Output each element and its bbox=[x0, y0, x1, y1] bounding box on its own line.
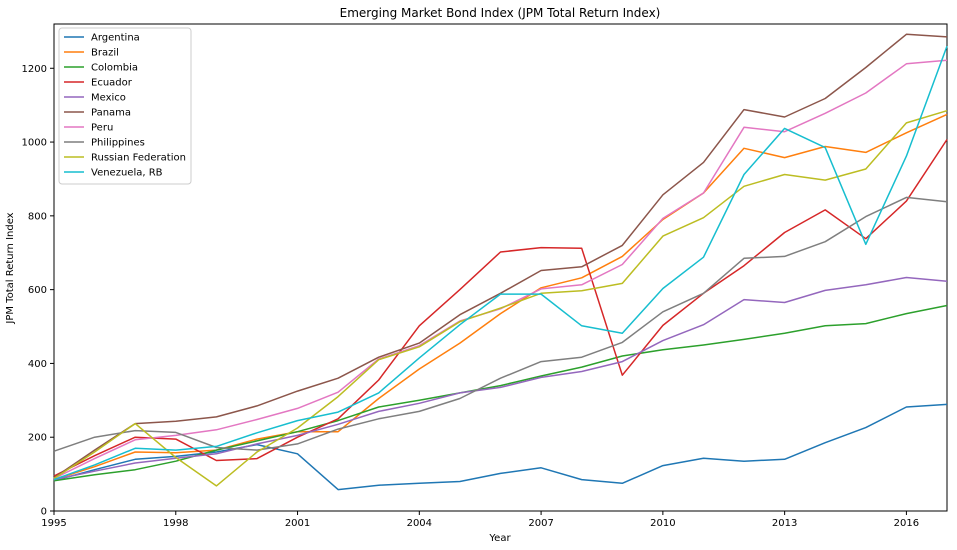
legend-label: Panama bbox=[91, 108, 131, 119]
y-tick-label: 600 bbox=[28, 285, 47, 296]
x-tick-label: 2001 bbox=[285, 518, 310, 529]
y-tick-label: 400 bbox=[28, 359, 47, 370]
y-tick-label: 200 bbox=[28, 433, 47, 444]
x-tick-label: 1998 bbox=[163, 518, 188, 529]
y-tick-label: 1000 bbox=[22, 138, 47, 149]
x-tick-label: 1995 bbox=[41, 518, 66, 529]
legend-label: Argentina bbox=[91, 33, 140, 44]
series-lines bbox=[53, 33, 948, 491]
x-tick-label: 2016 bbox=[894, 518, 919, 529]
legend-label: Ecuador bbox=[91, 78, 133, 89]
chart-title: Emerging Market Bond Index (JPM Total Re… bbox=[340, 6, 661, 20]
legend-label: Mexico bbox=[91, 93, 126, 104]
series-line-9 bbox=[53, 109, 948, 487]
x-tick-label: 2013 bbox=[772, 518, 797, 529]
x-tick-label: 2007 bbox=[528, 518, 553, 529]
y-axis-label: JPM Total Return Index bbox=[5, 212, 16, 324]
series-line-4 bbox=[53, 139, 948, 477]
x-tick-label: 2010 bbox=[650, 518, 675, 529]
series-line-1 bbox=[53, 403, 948, 491]
y-tick-label: 800 bbox=[28, 211, 47, 222]
series-line-2 bbox=[53, 113, 948, 481]
legend-label: Colombia bbox=[91, 63, 138, 74]
y-tick-label: 0 bbox=[41, 507, 47, 518]
x-tick-label: 2004 bbox=[407, 518, 432, 529]
series-line-8 bbox=[53, 196, 948, 452]
legend-label: Brazil bbox=[91, 48, 119, 59]
series-line-5 bbox=[53, 276, 948, 481]
legend: Argentina Brazil Colombia Ecuador Mexico Pana… bbox=[58, 27, 192, 185]
legend-label: Philippines bbox=[91, 138, 145, 149]
y-axis-ticks: 0 200 400 600 800 1000 1200 bbox=[22, 64, 54, 518]
y-tick-label: 1200 bbox=[22, 64, 47, 75]
legend-label: Peru bbox=[91, 123, 113, 134]
plot-area-frame bbox=[53, 23, 948, 512]
legend-box bbox=[58, 27, 192, 185]
series-line-10 bbox=[53, 45, 948, 481]
legend-label: Venezuela, RB bbox=[91, 168, 163, 179]
x-axis-label: Year bbox=[488, 533, 511, 544]
x-axis-ticks: 1995 1998 2001 2004 2007 2010 2013 2016 bbox=[41, 511, 919, 529]
legend-label: Russian Federation bbox=[91, 153, 186, 164]
series-line-6 bbox=[53, 33, 948, 479]
